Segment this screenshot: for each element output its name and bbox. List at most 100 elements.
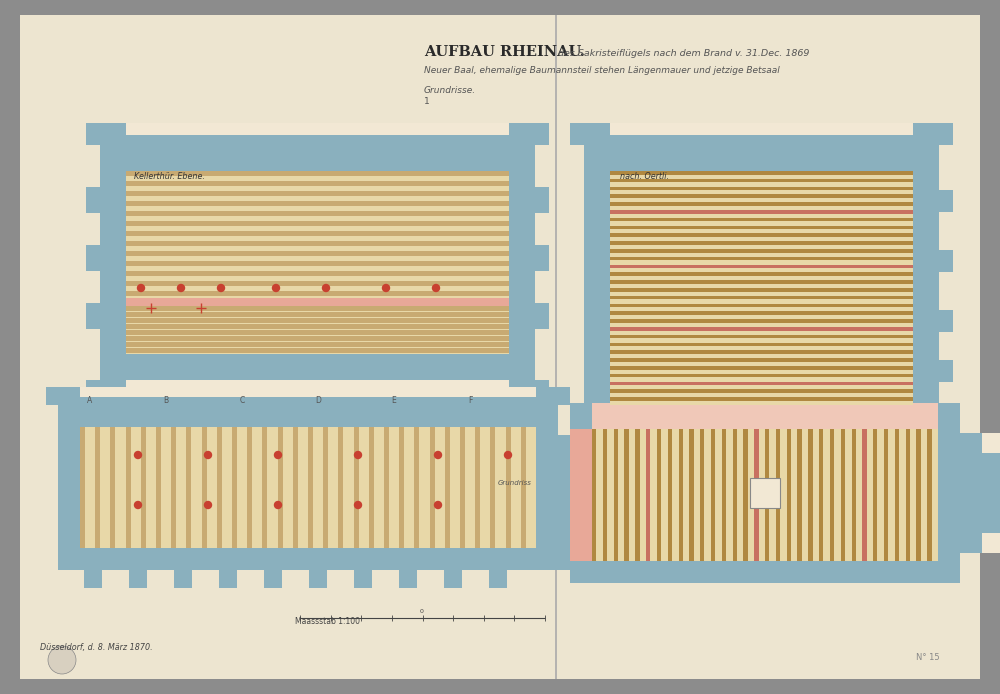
Bar xyxy=(126,312,509,317)
Bar xyxy=(490,427,495,548)
Bar xyxy=(748,429,754,561)
Bar xyxy=(867,429,873,561)
Bar xyxy=(610,237,913,242)
Bar xyxy=(862,429,867,561)
Bar xyxy=(657,429,661,561)
Bar xyxy=(126,231,509,236)
Bar xyxy=(610,202,913,205)
Bar xyxy=(495,427,506,548)
Bar xyxy=(58,405,80,570)
Bar xyxy=(939,310,953,332)
Bar xyxy=(610,171,913,174)
Bar xyxy=(465,427,475,548)
Bar xyxy=(899,429,906,561)
Circle shape xyxy=(218,285,224,291)
Bar xyxy=(610,205,913,210)
Bar xyxy=(610,362,913,366)
Bar xyxy=(610,284,913,288)
Bar xyxy=(610,303,913,307)
Bar xyxy=(85,427,95,548)
Bar xyxy=(219,570,237,588)
Bar xyxy=(624,429,629,561)
Bar xyxy=(640,429,646,561)
Bar xyxy=(100,354,535,380)
Bar xyxy=(570,561,960,583)
Circle shape xyxy=(505,452,512,459)
Bar xyxy=(126,211,509,216)
Bar xyxy=(480,427,490,548)
Bar xyxy=(733,429,737,561)
Bar xyxy=(570,429,592,561)
Bar xyxy=(126,241,509,246)
Bar xyxy=(252,427,262,548)
Bar xyxy=(176,427,186,548)
Bar xyxy=(283,427,293,548)
Bar xyxy=(535,303,549,329)
Bar xyxy=(877,429,884,561)
Bar xyxy=(610,393,913,397)
Bar xyxy=(610,323,913,327)
Bar xyxy=(765,429,769,561)
Bar xyxy=(191,427,202,548)
Bar xyxy=(313,427,323,548)
Bar xyxy=(126,336,509,341)
Bar xyxy=(207,427,217,548)
Bar xyxy=(536,405,558,570)
Bar xyxy=(834,429,841,561)
Bar xyxy=(614,429,618,561)
Bar xyxy=(450,427,460,548)
Bar xyxy=(584,145,610,405)
Bar xyxy=(610,400,913,405)
Bar xyxy=(100,145,126,380)
Bar xyxy=(610,296,913,299)
Bar xyxy=(126,226,509,231)
Bar xyxy=(610,346,913,350)
Bar xyxy=(445,427,450,548)
Bar xyxy=(126,171,509,354)
Bar xyxy=(776,429,780,561)
Text: Neuer Baal, ehemalige Baumannsteil stehen Längenmauer und jetzige Betsaal: Neuer Baal, ehemalige Baumannsteil stehe… xyxy=(424,66,780,75)
Bar xyxy=(293,427,298,548)
Bar xyxy=(610,374,913,378)
Bar xyxy=(610,369,913,374)
Bar xyxy=(769,429,776,561)
Bar xyxy=(754,429,759,561)
Bar xyxy=(610,253,913,257)
Bar xyxy=(873,429,877,561)
Bar xyxy=(419,427,430,548)
Bar xyxy=(888,429,895,561)
Bar xyxy=(610,171,913,379)
Bar xyxy=(610,280,913,284)
Bar xyxy=(489,570,507,588)
Bar xyxy=(570,403,592,583)
Bar xyxy=(737,429,743,561)
Bar xyxy=(610,315,913,319)
Bar xyxy=(126,196,509,201)
Bar xyxy=(921,429,927,561)
Bar xyxy=(610,382,913,385)
Bar xyxy=(558,540,603,570)
Circle shape xyxy=(322,285,330,291)
Bar xyxy=(610,226,913,229)
Bar xyxy=(298,427,308,548)
Circle shape xyxy=(134,452,142,459)
Bar xyxy=(354,427,359,548)
Bar xyxy=(610,397,913,400)
Bar xyxy=(618,429,624,561)
Bar xyxy=(610,174,913,179)
Bar xyxy=(610,229,913,233)
Bar xyxy=(126,318,509,323)
Bar xyxy=(722,429,726,561)
Bar xyxy=(700,429,704,561)
Bar xyxy=(570,403,960,429)
Bar xyxy=(126,427,131,548)
Bar xyxy=(126,281,509,286)
Bar xyxy=(610,123,913,135)
Bar xyxy=(610,242,913,245)
Bar xyxy=(610,249,913,253)
Bar xyxy=(126,276,509,281)
Bar xyxy=(126,311,509,312)
Bar xyxy=(982,533,1000,553)
Bar xyxy=(86,187,100,213)
Bar xyxy=(913,145,939,405)
